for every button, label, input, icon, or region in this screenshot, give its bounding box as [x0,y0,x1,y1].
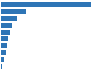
Bar [1,64,2,69]
Bar [1,2,91,7]
Bar [1,9,26,14]
Bar [1,57,4,62]
Bar [1,43,7,48]
Bar [1,30,10,35]
Bar [1,16,17,21]
Bar [1,23,12,28]
Bar [1,50,6,55]
Bar [1,36,8,41]
